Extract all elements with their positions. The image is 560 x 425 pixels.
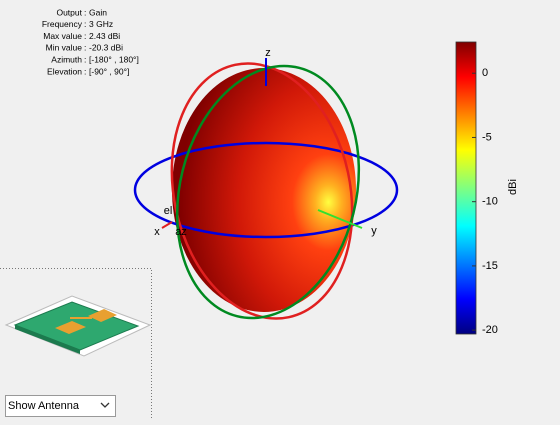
dropdown-arrow	[100, 402, 110, 408]
colorbar-tick-label: -20	[482, 324, 498, 336]
info-colon: :	[84, 66, 86, 76]
elevation-circle-x	[170, 62, 354, 320]
az-label: az	[175, 226, 187, 238]
info-colon: :	[84, 19, 86, 29]
info-value: -20.3 dBi	[89, 43, 123, 53]
info-label: Azimuth	[51, 54, 82, 64]
info-value: 2.43 dBi	[89, 31, 120, 41]
pattern-surface	[172, 68, 356, 312]
y-axis	[317, 209, 363, 229]
colorbar	[455, 41, 477, 335]
azimuth-circle	[133, 141, 399, 239]
info-value: [-180° , 180°]	[89, 54, 139, 64]
info-colon: :	[84, 7, 86, 17]
info-colon: :	[84, 31, 86, 41]
info-value: Gain	[89, 7, 107, 17]
colorbar-tick-label: 0	[482, 67, 488, 79]
info-label: Elevation	[47, 66, 82, 76]
info-colon: :	[84, 43, 86, 53]
y-label: y	[371, 225, 377, 237]
colorbar-tick-label: -5	[482, 131, 492, 143]
info-label: Frequency	[42, 19, 83, 29]
el-label: el	[164, 205, 173, 217]
info-value: 3 GHz	[89, 19, 113, 29]
colorbar-tick-label: -15	[482, 260, 498, 272]
info-value: [-90° , 90°]	[89, 66, 129, 76]
x-axis	[161, 221, 173, 229]
info-label: Max value	[43, 31, 82, 41]
colorbar-tick-label: -10	[482, 196, 498, 208]
dropdown[interactable]: Show Antenna	[5, 395, 116, 417]
info-label: Output	[56, 7, 82, 17]
colorbar-label: dBi	[507, 179, 519, 195]
elevation-circle-y	[175, 64, 361, 320]
info-label: Min value	[46, 43, 83, 53]
dropdown-text: Show Antenna	[8, 400, 80, 412]
info-colon: :	[84, 54, 86, 64]
x-label: x	[154, 226, 160, 238]
antenna-panel-border	[0, 268, 152, 420]
z-label: z	[265, 47, 271, 59]
antenna-thumbnail	[4, 295, 152, 357]
